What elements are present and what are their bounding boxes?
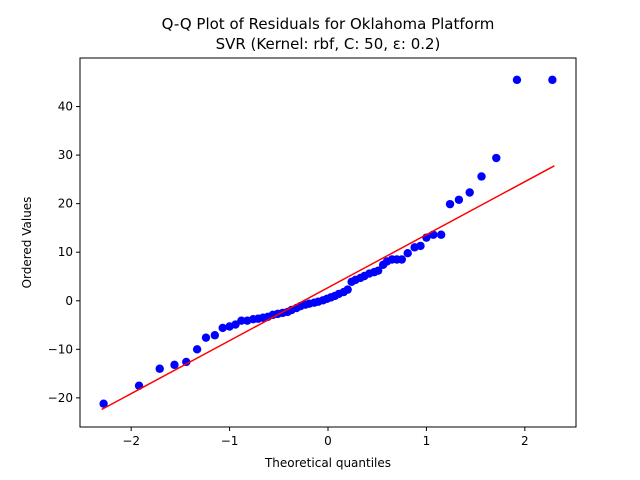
data-point <box>343 285 352 294</box>
data-point <box>99 399 108 408</box>
x-axis-label: Theoretical quantiles <box>264 456 391 470</box>
x-tick-label: −1 <box>221 434 239 448</box>
data-point <box>436 230 446 239</box>
y-tick-label: 10 <box>58 245 73 259</box>
x-tick-label: 2 <box>521 434 529 448</box>
y-tick-label: 0 <box>65 294 73 308</box>
data-point <box>492 153 501 163</box>
axes-frame <box>79 57 577 428</box>
data-point <box>182 357 191 367</box>
data-point <box>218 323 227 333</box>
x-tick-label: −2 <box>122 434 140 448</box>
data-point <box>170 360 179 370</box>
x-tick-label: 1 <box>423 434 431 448</box>
data-point <box>477 172 486 181</box>
y-tick-label: 40 <box>58 100 73 114</box>
data-point <box>155 364 164 373</box>
data-point <box>192 345 202 354</box>
data-point <box>397 255 407 264</box>
y-axis: −20 −10 0 10 20 30 40 <box>48 100 80 405</box>
y-tick-label: 20 <box>58 197 73 211</box>
data-point <box>210 331 220 340</box>
fit-line <box>101 165 555 411</box>
data-point <box>201 333 211 342</box>
data-point <box>373 266 383 275</box>
data-point <box>237 316 246 325</box>
y-tick-label: −10 <box>48 342 73 356</box>
data-point <box>403 248 412 258</box>
y-tick-label: −20 <box>48 391 73 405</box>
x-axis: −2 −1 0 1 2 <box>122 427 529 448</box>
data-point <box>512 75 522 85</box>
chart-subtitle: SVR (Kernel: rbf, C: 50, ε: 0.2) <box>216 35 441 53</box>
data-point <box>548 75 557 85</box>
data-point <box>465 188 474 197</box>
y-tick-label: 30 <box>58 148 73 162</box>
data-point <box>445 199 455 209</box>
data-point <box>454 195 464 204</box>
plot-area <box>99 75 557 411</box>
y-axis-label: Ordered Values <box>20 197 34 289</box>
data-point <box>231 320 240 329</box>
chart-title: Q-Q Plot of Residuals for Oklahoma Platf… <box>162 15 495 33</box>
data-point <box>416 241 425 251</box>
x-tick-label: 0 <box>324 434 332 448</box>
